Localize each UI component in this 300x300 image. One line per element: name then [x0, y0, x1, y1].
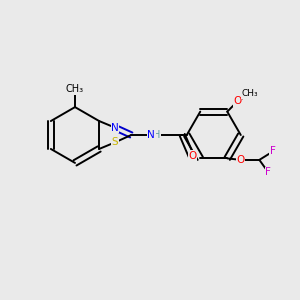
Text: CH₃: CH₃	[242, 89, 258, 98]
Text: H: H	[153, 130, 160, 140]
Text: N: N	[148, 130, 155, 140]
Text: O: O	[234, 96, 242, 106]
Text: S: S	[112, 137, 118, 147]
Text: CH₃: CH₃	[66, 84, 84, 94]
Text: N: N	[111, 123, 119, 133]
Text: F: F	[270, 146, 276, 157]
Text: F: F	[266, 167, 271, 178]
Text: O: O	[237, 155, 245, 165]
Text: O: O	[189, 151, 197, 161]
